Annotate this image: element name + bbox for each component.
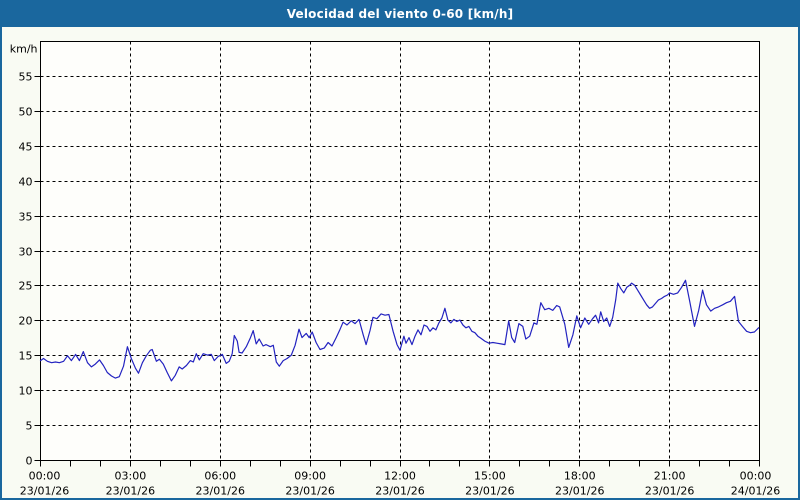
x-tick-time-label: 15:00 [474, 470, 506, 483]
y-axis-unit-label: km/h [10, 43, 38, 56]
y-tick-label: 45 [19, 141, 33, 154]
y-tick-label: 50 [19, 106, 33, 119]
y-tick-label: 55 [19, 71, 33, 84]
chart-title: Velocidad del viento 0-60 [km/h] [286, 6, 514, 21]
x-tick-date-label: 23/01/26 [20, 485, 69, 498]
y-tick-label: 10 [19, 385, 33, 398]
x-tick-time-label: 03:00 [115, 470, 147, 483]
y-tick-label: 20 [19, 315, 33, 328]
x-tick-date-label: 23/01/26 [555, 485, 604, 498]
y-tick-label: 15 [19, 350, 33, 363]
x-tick-time-label: 12:00 [384, 470, 416, 483]
x-tick-date-label: 23/01/26 [106, 485, 155, 498]
y-tick-label: 30 [19, 246, 33, 259]
x-tick-date-label: 23/01/26 [285, 485, 334, 498]
x-tick-date-label: 23/01/26 [645, 485, 694, 498]
y-tick-label: 40 [19, 176, 33, 189]
y-tick-label: 0 [26, 455, 33, 468]
x-tick-time-label: 21:00 [654, 470, 686, 483]
x-tick-date-label: 24/01/26 [731, 485, 780, 498]
x-tick-time-labels: 00:00 03:00 06:00 09:00 12:00 15:00 18:00 21:00… [29, 470, 772, 483]
x-tick-time-label: 00:00 [29, 470, 61, 483]
y-tick-label: 25 [19, 280, 33, 293]
x-tick-date-label: 23/01/26 [465, 485, 514, 498]
y-ticks [34, 76, 41, 461]
x-tick-date-label: 23/01/26 [375, 485, 424, 498]
x-ticks [40, 460, 760, 467]
x-tick-time-label: 06:00 [204, 470, 236, 483]
wind-speed-line [39, 279, 760, 382]
x-gridlines [130, 41, 670, 461]
y-tick-label: 5 [26, 420, 33, 433]
y-tick-label: 35 [19, 211, 33, 224]
y-tick-labels: 0 5 10 15 20 25 30 35 40 45 50 55 [19, 71, 33, 468]
x-tick-time-label: 18:00 [564, 470, 596, 483]
x-tick-date-label: 23/01/26 [196, 485, 245, 498]
x-tick-time-label: 09:00 [294, 470, 326, 483]
x-tick-date-labels: 23/01/26 23/01/26 23/01/26 23/01/26 23/01/26… [20, 485, 780, 498]
chart-title-bar: Velocidad del viento 0-60 [km/h] [0, 0, 800, 27]
x-tick-time-label: 00:00 [740, 470, 772, 483]
